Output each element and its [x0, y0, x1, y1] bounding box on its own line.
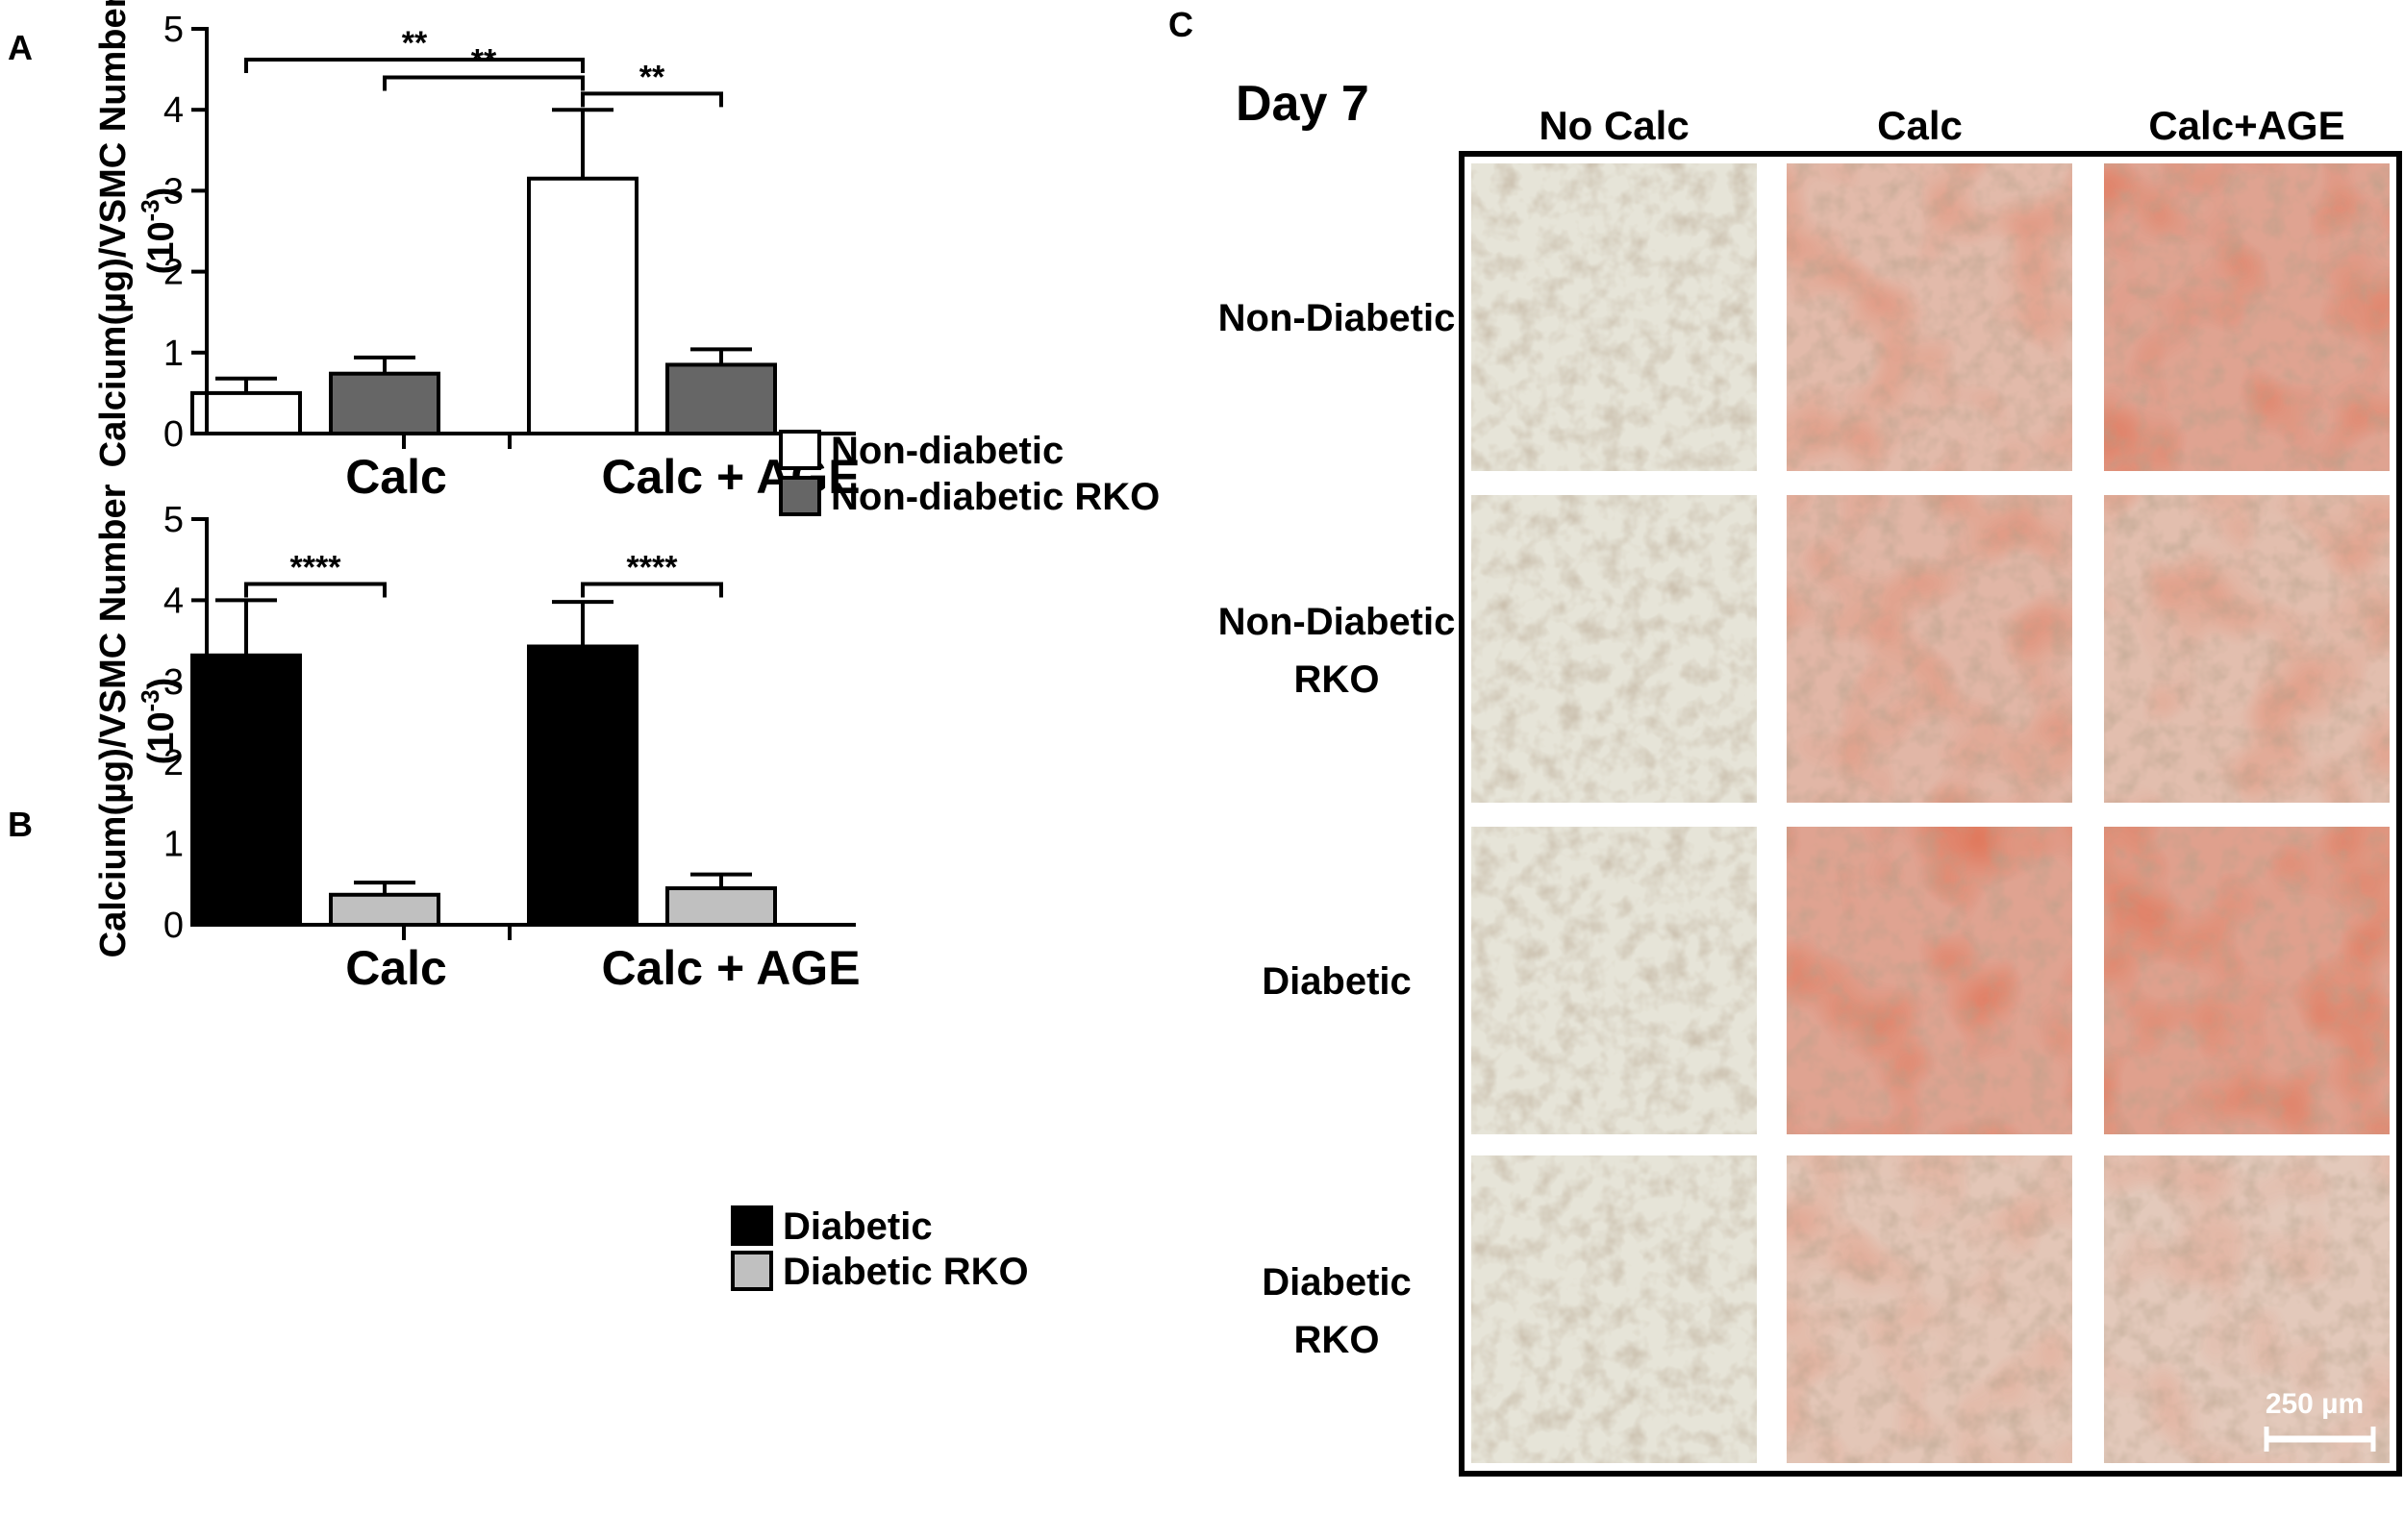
chart-b-y-tick-label-2: 2	[163, 743, 184, 783]
chart-b-y-tick-label-4: 4	[163, 581, 184, 621]
micrograph-2-1	[1787, 827, 2072, 1134]
chart-b-y-tick-label-5: 5	[163, 500, 184, 540]
chart-b-bar-1-0	[329, 892, 440, 927]
row-label-1-line2: RKO	[1294, 658, 1380, 701]
chart-a-sig-label-0: **	[402, 25, 428, 62]
chart-a-sig-label-1: **	[471, 43, 497, 80]
chart-b-sig-label-0: ****	[290, 550, 342, 586]
chart-b-x-tick-label-1: Calc + AGE	[601, 941, 860, 995]
column-header-0: No Calc	[1539, 103, 1689, 148]
chart-a-y-tick-label-5: 5	[163, 10, 184, 50]
micrograph-0-1	[1787, 163, 2072, 471]
chart-b-sig-bracket-1	[581, 582, 723, 598]
micrograph-2-2	[2104, 827, 2390, 1134]
chart-b-bar-0-1	[527, 644, 639, 927]
micrograph-3-0	[1471, 1155, 1757, 1463]
chart-a-y-tick-label-3: 3	[163, 171, 184, 211]
micrograph-3-1	[1787, 1155, 2072, 1463]
day-label: Day 7	[1236, 76, 1369, 132]
chart-a-x-tick-label-1: Calc + AGE	[601, 450, 860, 504]
chart-a-sig-bracket-2	[581, 91, 723, 108]
micrograph-1-0	[1471, 495, 1757, 803]
chart-b-x-tick-label-0: Calc	[345, 941, 447, 995]
micrograph-2-0	[1471, 827, 1757, 1134]
chart-a-legend-swatch-1	[779, 476, 821, 516]
micrograph-1-1	[1787, 495, 2072, 803]
chart-b-bar-0-0	[190, 653, 302, 927]
panel-label-a: A	[8, 28, 33, 67]
chart-a-unit-exp: -3	[136, 199, 164, 221]
row-label-1-line1: Non-Diabetic	[1218, 601, 1456, 643]
chart-b-unit-close: )	[141, 678, 182, 690]
scale-bar: 250 µm	[2264, 1388, 2376, 1452]
chart-a-y-tick-label-4: 4	[163, 90, 184, 131]
micrograph-3-2	[2104, 1155, 2390, 1463]
chart-a-unit-base: (10	[141, 221, 182, 274]
chart-a-y-tick-label-1: 1	[163, 334, 184, 374]
micrograph-3-1-texture	[1787, 1155, 2072, 1463]
micrograph-3-0-texture	[1471, 1155, 1757, 1463]
row-label-3-line2: RKO	[1294, 1319, 1380, 1361]
chart-a-bar-1-0	[329, 371, 440, 435]
panel-c-micrographs: C Day 7 No Calc Calc Calc+AGE Non-Diabetic…	[1168, 5, 2402, 1477]
micrograph-1-2	[2104, 495, 2390, 803]
chart-a-legend-label-1: Non-diabetic RKO	[831, 476, 1160, 518]
chart-a-y-tick-label-2: 2	[163, 253, 184, 293]
chart-b-y-tick-label-1: 1	[163, 825, 184, 865]
chart-b-legend-swatch-0	[731, 1205, 773, 1246]
chart-a-y-tick-label-0: 0	[163, 414, 184, 455]
micrograph-1-2-texture	[2104, 495, 2390, 803]
chart-b-legend-label-0: Diabetic	[783, 1205, 933, 1248]
chart-a-x-tick-label-0: Calc	[345, 450, 447, 504]
chart-b-sig-bracket-0	[244, 582, 387, 598]
chart-a-bar-1-1	[665, 362, 777, 435]
chart-b-legend-label-1: Diabetic RKO	[783, 1251, 1029, 1293]
chart-a-legend-label-0: Non-diabetic	[831, 430, 1064, 472]
row-label-0: Non-Diabetic	[1218, 297, 1456, 339]
chart-a-y-label-main: Calcium(µg)/VSMC Number	[93, 0, 134, 467]
panel-label-b: B	[8, 805, 33, 844]
chart-a-sig-bracket-0	[244, 57, 585, 73]
scale-bar-label: 250 µm	[2266, 1388, 2364, 1420]
chart-b-legend-swatch-1	[731, 1251, 773, 1291]
row-label-3-line1: Diabetic	[1262, 1261, 1412, 1304]
chart-a-sig-label-2: **	[639, 59, 665, 95]
micrograph-2-0-texture	[1471, 827, 1757, 1134]
chart-b-sig-label-1: ****	[627, 550, 679, 586]
chart-b-unit-base: (10	[141, 711, 182, 764]
chart-b-y-tick-label-0: 0	[163, 906, 184, 946]
micrograph-2-2-texture	[2104, 827, 2390, 1134]
row-label-2: Diabetic	[1262, 960, 1412, 1003]
micrograph-2-1-texture	[1787, 827, 2072, 1134]
micrograph-0-1-texture	[1787, 163, 2072, 471]
micrograph-0-0	[1471, 163, 1757, 471]
micrograph-1-0-texture	[1471, 495, 1757, 803]
chart-a-legend-swatch-0	[779, 430, 821, 470]
chart-b-y-label-main: Calcium(µg)/VSMC Number	[93, 484, 134, 957]
chart-b-bar-1-1	[665, 886, 777, 928]
chart-a-unit-close: )	[141, 187, 182, 200]
chart-b-y-tick-label-3: 3	[163, 662, 184, 703]
chart-b-y-axis-label: Calcium(µg)/VSMC Number (10-3)	[93, 484, 182, 957]
chart-b-y-label-unit: (10-3)	[136, 678, 182, 765]
panel-label-c: C	[1168, 5, 1193, 44]
chart-a-y-label-unit: (10-3)	[136, 187, 182, 275]
micrograph-0-0-texture	[1471, 163, 1757, 471]
micrograph-grid-border	[1459, 151, 2402, 1477]
chart-b-unit-exp: -3	[136, 689, 164, 711]
chart-a-sig-bracket-1	[383, 75, 585, 91]
chart-a: A Calcium(µg)/VSMC Number (10-3) 012345C…	[8, 0, 1160, 518]
micrograph-0-2	[2104, 163, 2390, 471]
chart-b: B Calcium(µg)/VSMC Number (10-3) 012345C…	[8, 484, 1029, 1293]
micrograph-0-2-texture	[2104, 163, 2390, 471]
micrograph-1-1-texture	[1787, 495, 2072, 803]
chart-a-y-axis-label: Calcium(µg)/VSMC Number (10-3)	[93, 0, 182, 467]
column-header-2: Calc+AGE	[2148, 103, 2344, 148]
column-header-1: Calc	[1877, 103, 1963, 148]
micrograph-3-2-texture	[2104, 1155, 2390, 1463]
chart-a-bar-0-1	[527, 176, 639, 436]
